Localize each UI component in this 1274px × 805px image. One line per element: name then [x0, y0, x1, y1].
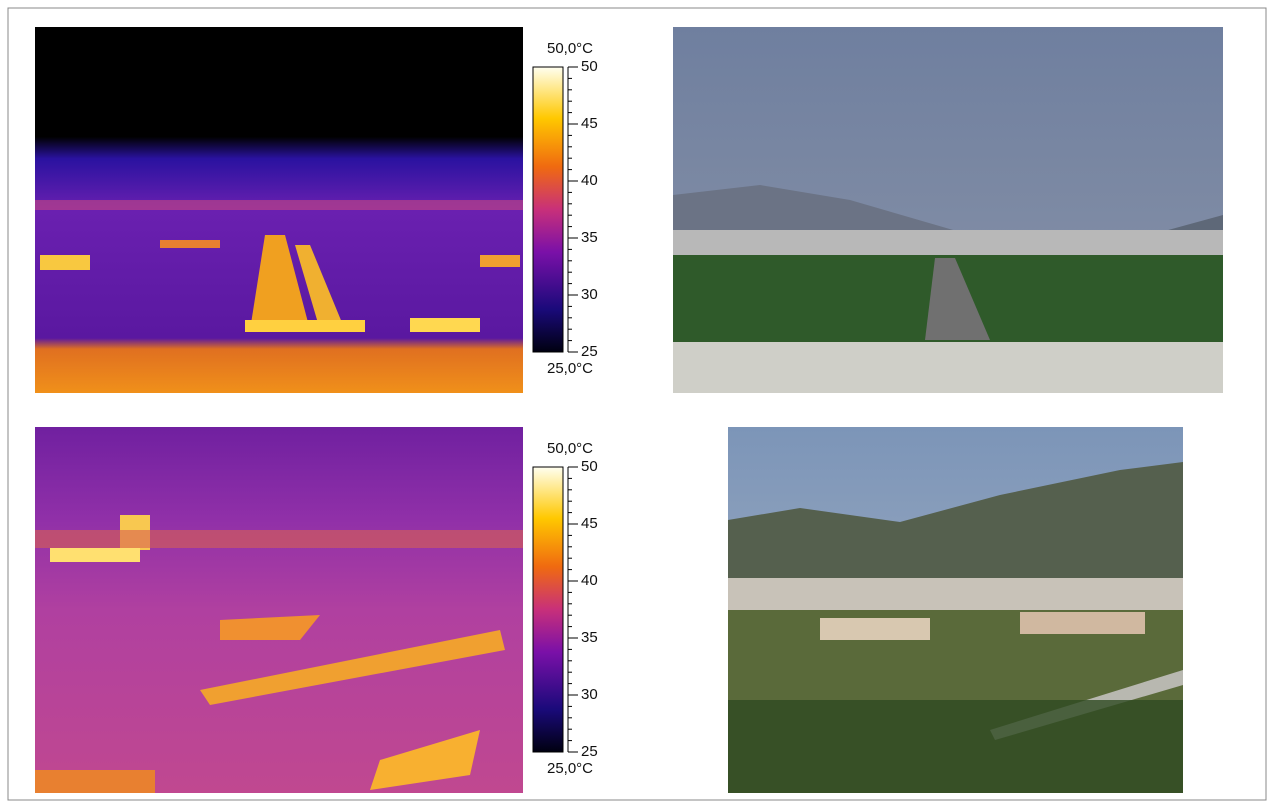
tick-label: 50 — [581, 58, 598, 75]
colorbar-max-label: 50,0°C — [547, 440, 593, 457]
tick-label: 25 — [581, 743, 598, 760]
tick-label: 45 — [581, 115, 598, 132]
tick-label: 45 — [581, 515, 598, 532]
photo — [728, 427, 1183, 793]
colorbar — [533, 467, 563, 752]
tick-label: 40 — [581, 172, 598, 189]
figure: 50 45 40 35 30 25 50,0°C 25,0°C 50 45 40 35 30 25 50,0… — [0, 0, 1274, 805]
tick-label: 40 — [581, 572, 598, 589]
colorbar-min-label: 25,0°C — [547, 760, 593, 777]
colorbar-max-label: 50,0°C — [547, 40, 593, 57]
thermal-image — [35, 427, 523, 793]
thermal-image — [35, 27, 523, 393]
photo — [673, 27, 1223, 393]
tick-label: 25 — [581, 343, 598, 360]
tick-label: 35 — [581, 229, 598, 246]
tick-label: 30 — [581, 286, 598, 303]
tick-label: 50 — [581, 458, 598, 475]
tick-label: 35 — [581, 629, 598, 646]
colorbar — [533, 67, 563, 352]
colorbar-min-label: 25,0°C — [547, 360, 593, 377]
tick-label: 30 — [581, 686, 598, 703]
